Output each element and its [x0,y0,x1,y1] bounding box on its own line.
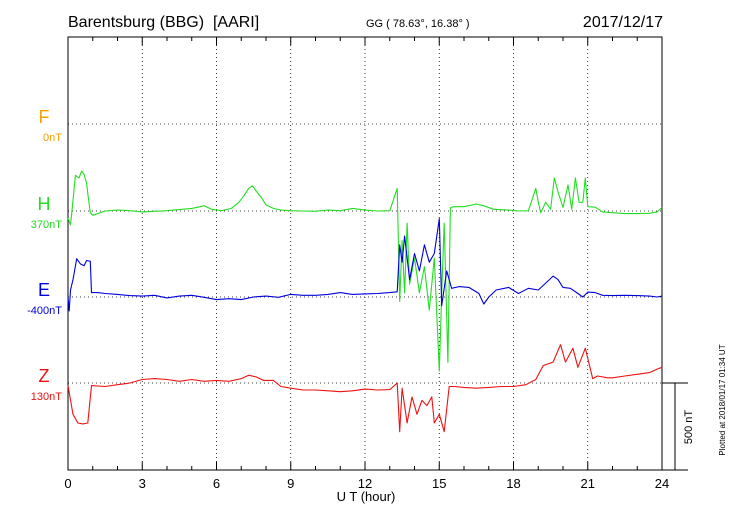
series-name-z: Z [39,366,50,386]
series-traces [67,170,663,433]
series-baseline-z: 130nT [31,391,62,403]
x-axis-ticks [67,37,663,470]
series-labels: F 0nT H 370nT E -400nT Z 130nT [27,107,62,403]
series-line-h [67,170,663,372]
x-tick-label: 9 [287,476,294,491]
x-tick-label: 6 [213,476,220,491]
scale-bar-label: 500 nT [683,410,695,445]
series-line-z [67,344,663,433]
chart-date: 2017/12/17 [583,14,663,31]
series-line-e [67,218,663,312]
series-baseline-f: 0nT [43,132,62,144]
series-name-h: H [38,194,51,214]
series-name-e: E [38,280,50,300]
x-tick-label: 3 [139,476,146,491]
plotted-timestamp: Plotted at 2018/01/17 01:34 UT [718,344,727,455]
x-tick-label: 15 [432,476,446,491]
scale-bar: 500 nT [662,382,695,471]
series-baseline-e: -400nT [27,305,62,317]
x-axis-tick-labels: 0 3 6 9 12 15 18 21 24 [64,476,669,491]
series-name-f: F [39,107,50,127]
x-tick-label: 12 [358,476,372,491]
station-coords: GG ( 78.63°, 16.38° ) [366,18,470,30]
series-baseline-h: 370nT [31,219,62,231]
x-tick-label: 0 [64,476,71,491]
x-tick-label: 18 [506,476,520,491]
station-title: Barentsburg (BBG) [AARI] [68,14,259,31]
x-axis-label: U T (hour) [337,489,396,504]
gridlines [68,37,662,470]
x-tick-label: 21 [581,476,595,491]
x-tick-label: 24 [655,476,669,491]
